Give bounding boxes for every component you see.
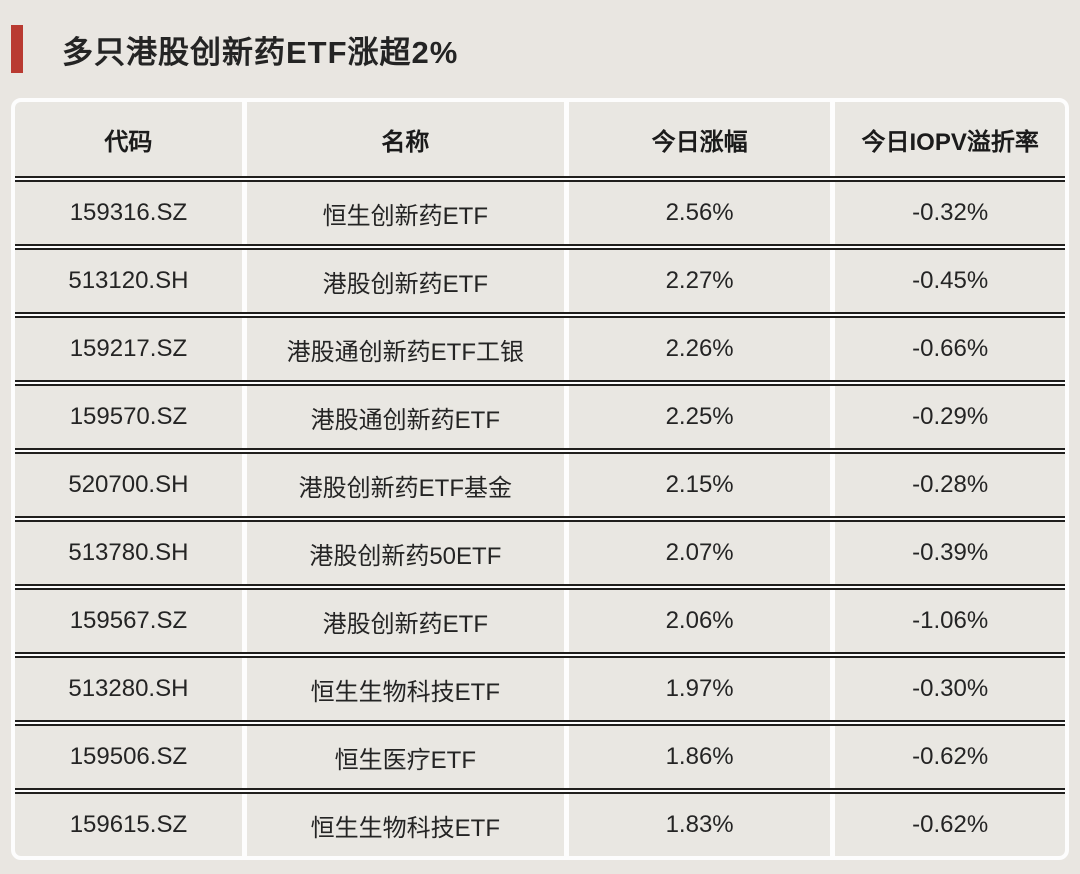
header-code: 代码	[15, 102, 242, 176]
table-row: 513120.SH 港股创新药ETF 2.27% -0.45%	[15, 248, 1065, 314]
cell-iopv: -0.28%	[835, 454, 1065, 516]
cell-iopv: -0.62%	[835, 794, 1065, 856]
header-change: 今日涨幅	[568, 102, 831, 176]
cell-name: 港股通创新药ETF	[246, 386, 564, 448]
title-accent-bar	[11, 25, 23, 73]
table-row: 159506.SZ 恒生医疗ETF 1.86% -0.62%	[15, 724, 1065, 790]
cell-name: 恒生生物科技ETF	[246, 658, 564, 720]
cell-code: 159615.SZ	[15, 794, 242, 856]
cell-iopv: -0.45%	[835, 250, 1065, 312]
cell-iopv: -0.62%	[835, 726, 1065, 788]
cell-iopv: -0.39%	[835, 522, 1065, 584]
cell-code: 159217.SZ	[15, 318, 242, 380]
cell-iopv: -1.06%	[835, 590, 1065, 652]
page-title: 多只港股创新药ETF涨超2%	[62, 34, 459, 70]
cell-change: 2.07%	[568, 522, 831, 584]
cell-name: 恒生生物科技ETF	[246, 794, 564, 856]
table-row: 159316.SZ 恒生创新药ETF 2.56% -0.32%	[15, 180, 1065, 246]
table-row: 159615.SZ 恒生生物科技ETF 1.83% -0.62%	[15, 792, 1065, 856]
cell-name: 港股创新药50ETF	[246, 522, 564, 584]
cell-change: 2.15%	[568, 454, 831, 516]
cell-code: 159570.SZ	[15, 386, 242, 448]
cell-change: 2.25%	[568, 386, 831, 448]
etf-table: 代码 名称 今日涨幅 今日IOPV溢折率 159316.SZ 恒生创新药ETF …	[11, 98, 1069, 860]
cell-name: 恒生医疗ETF	[246, 726, 564, 788]
cell-name: 港股创新药ETF	[246, 590, 564, 652]
section-header: 多只港股创新药ETF涨超2%	[11, 0, 1069, 77]
cell-code: 159316.SZ	[15, 182, 242, 244]
cell-change: 2.06%	[568, 590, 831, 652]
cell-code: 513120.SH	[15, 250, 242, 312]
cell-change: 1.86%	[568, 726, 831, 788]
header-name: 名称	[246, 102, 564, 176]
header-iopv: 今日IOPV溢折率	[835, 102, 1065, 176]
cell-iopv: -0.32%	[835, 182, 1065, 244]
cell-code: 520700.SH	[15, 454, 242, 516]
cell-change: 2.26%	[568, 318, 831, 380]
table-row: 513280.SH 恒生生物科技ETF 1.97% -0.30%	[15, 656, 1065, 722]
table-row: 513780.SH 港股创新药50ETF 2.07% -0.39%	[15, 520, 1065, 586]
table-header-row: 代码 名称 今日涨幅 今日IOPV溢折率	[15, 102, 1065, 178]
cell-change: 2.27%	[568, 250, 831, 312]
cell-change: 2.56%	[568, 182, 831, 244]
cell-name: 恒生创新药ETF	[246, 182, 564, 244]
cell-code: 159506.SZ	[15, 726, 242, 788]
cell-name: 港股通创新药ETF工银	[246, 318, 564, 380]
cell-name: 港股创新药ETF基金	[246, 454, 564, 516]
table-row: 520700.SH 港股创新药ETF基金 2.15% -0.28%	[15, 452, 1065, 518]
table-row: 159567.SZ 港股创新药ETF 2.06% -1.06%	[15, 588, 1065, 654]
cell-code: 159567.SZ	[15, 590, 242, 652]
cell-iopv: -0.29%	[835, 386, 1065, 448]
cell-change: 1.83%	[568, 794, 831, 856]
cell-code: 513280.SH	[15, 658, 242, 720]
cell-name: 港股创新药ETF	[246, 250, 564, 312]
cell-iopv: -0.30%	[835, 658, 1065, 720]
cell-change: 1.97%	[568, 658, 831, 720]
cell-code: 513780.SH	[15, 522, 242, 584]
table-row: 159570.SZ 港股通创新药ETF 2.25% -0.29%	[15, 384, 1065, 450]
table-row: 159217.SZ 港股通创新药ETF工银 2.26% -0.66%	[15, 316, 1065, 382]
cell-iopv: -0.66%	[835, 318, 1065, 380]
